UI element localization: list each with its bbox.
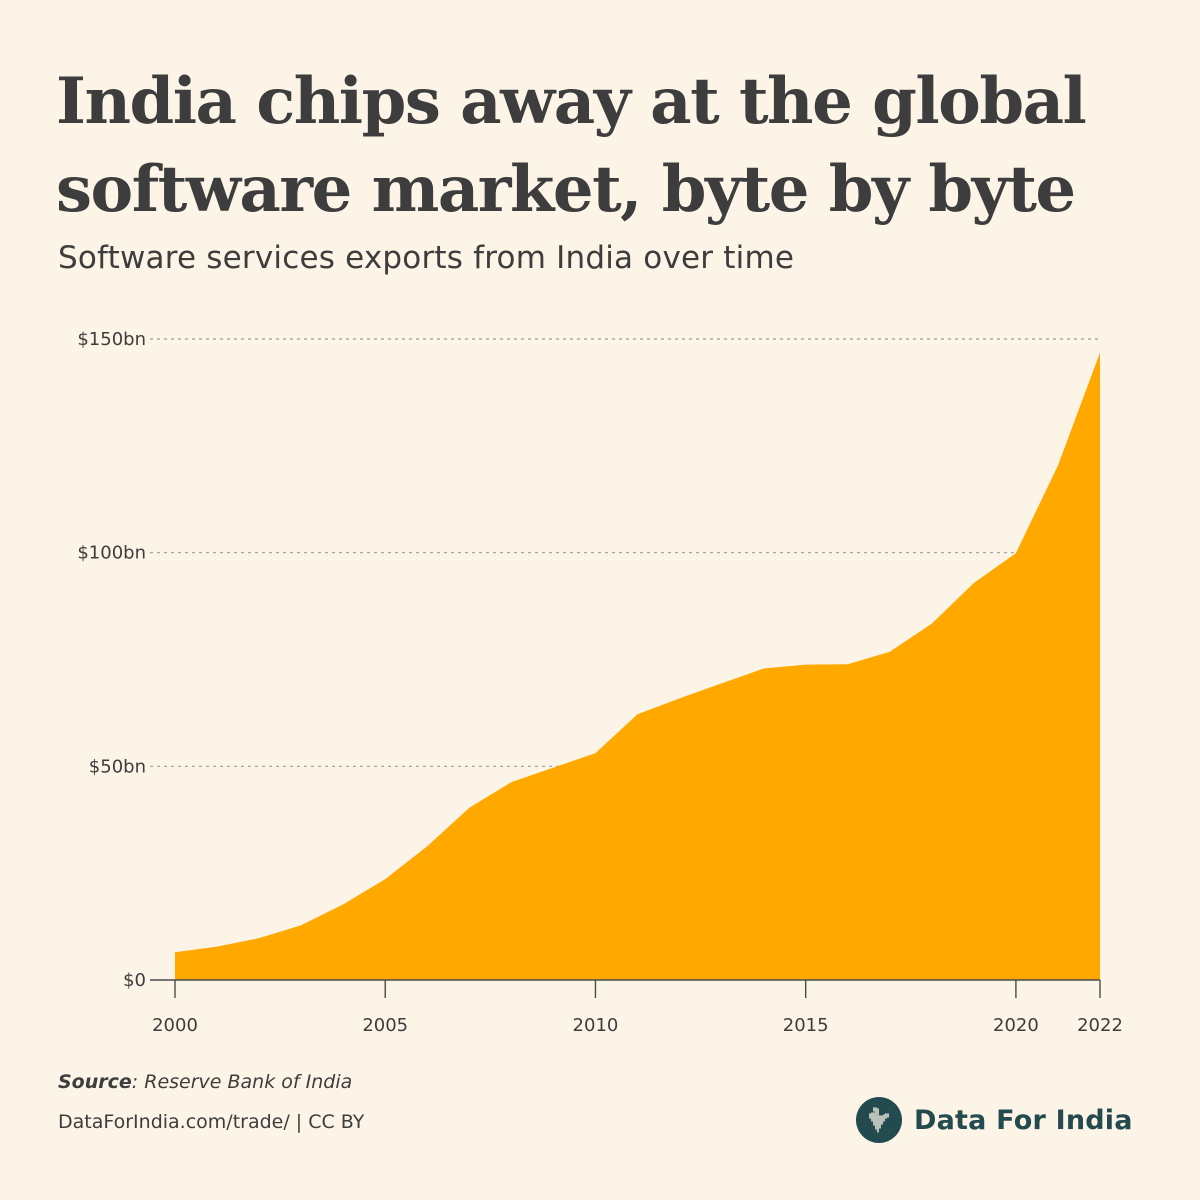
source-label: Source: [58, 1071, 132, 1093]
y-tick-label: $50bn: [89, 756, 146, 777]
x-tick-label: 2000: [152, 1015, 198, 1036]
y-tick-label: $100bn: [77, 543, 146, 564]
credit-line: DataForIndia.com/trade/ | CC BY: [58, 1111, 365, 1133]
x-tick-label: 2015: [783, 1015, 829, 1036]
x-tick-label: 2010: [573, 1015, 619, 1036]
chart-subtitle: Software services exports from India ove…: [58, 240, 795, 276]
export-area: [175, 352, 1100, 980]
india-map-icon: [856, 1097, 902, 1143]
y-tick-label: $0: [123, 970, 146, 991]
data-series: [175, 352, 1100, 980]
source-text: : Reserve Bank of India: [131, 1071, 353, 1093]
x-tick-label: 2020: [993, 1015, 1039, 1036]
area-chart: $0 $50bn $100bn $150bn 2000 2005 2010 2015 2020 2…: [77, 329, 1123, 1036]
brand-logo: Data For India: [856, 1097, 1133, 1143]
chart-title: India chips away at the global software …: [56, 64, 1087, 227]
logo-text: Data For India: [914, 1104, 1133, 1136]
axes: $0 $50bn $100bn $150bn 2000 2005 2010 2015 2020 2…: [77, 329, 1123, 1036]
source-note: Source: Reserve Bank of India: [58, 1071, 352, 1093]
y-tick-label: $150bn: [77, 329, 146, 350]
x-tick-label: 2022: [1077, 1015, 1123, 1036]
x-tick-label: 2005: [362, 1015, 408, 1036]
